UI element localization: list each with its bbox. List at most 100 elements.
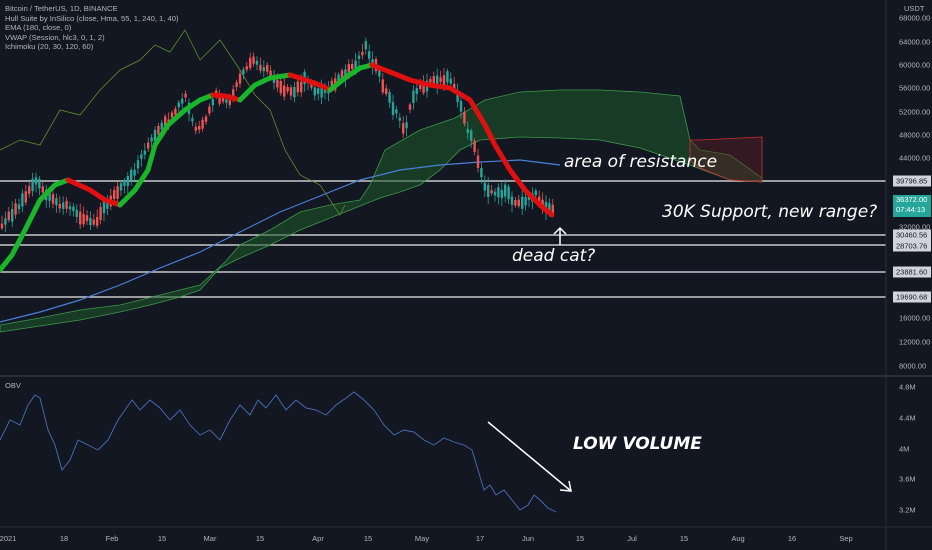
candle-body	[395, 109, 398, 114]
level-label-23881[interactable]: 23881.60	[893, 266, 931, 278]
candle-body	[354, 60, 357, 70]
candle-body	[286, 87, 289, 92]
current-price: 36372.00	[896, 195, 928, 204]
candle-body	[504, 184, 507, 197]
candle-body	[476, 155, 480, 168]
indicator-legend: Bitcoin / TetherUS, 1D, BINANCE Hull Sui…	[5, 4, 178, 52]
legend-ema[interactable]: EMA (180, close, 0)	[5, 23, 72, 33]
candle-body	[490, 190, 493, 194]
candle-body	[378, 69, 381, 77]
price-tick: 56000.00	[899, 83, 931, 93]
level-label-39796[interactable]: 39796.85	[893, 175, 931, 187]
time-label: 18	[59, 534, 69, 543]
candle-body	[317, 88, 320, 94]
candle-body	[41, 186, 44, 193]
candle-body	[7, 211, 10, 221]
current-price-badge: 36372.00 07:44:13	[893, 195, 931, 217]
obv-tick: 4.4M	[899, 413, 916, 423]
candle-body	[507, 186, 510, 200]
candle-body	[521, 196, 524, 209]
candle-body	[34, 177, 38, 185]
candle-body	[232, 89, 235, 99]
price-tick: 32000.00	[899, 222, 931, 232]
candle-body	[126, 176, 129, 186]
candle-body	[473, 140, 476, 152]
candle-body	[11, 209, 14, 222]
obv-title[interactable]: OBV	[5, 381, 21, 390]
candle-body	[347, 64, 350, 77]
dead-cat-arrow	[553, 226, 567, 245]
price-tick: 60000.00	[899, 60, 931, 70]
candle-body	[381, 79, 384, 93]
candle-body	[412, 90, 415, 103]
candle-body	[337, 74, 340, 82]
candle-body	[0, 223, 4, 229]
legend-hull[interactable]: Hull Suite by InSilico (close, Hma, 55, …	[5, 13, 179, 23]
candle-body	[123, 180, 126, 186]
ichimoku-lagging-span	[0, 29, 346, 216]
candle-body	[480, 168, 483, 178]
candle-body	[143, 150, 146, 155]
annotation-support[interactable]: 30K Support, new range?	[662, 202, 878, 222]
time-label: 15	[679, 534, 689, 543]
candle-body	[262, 67, 265, 72]
candle-body	[398, 117, 401, 121]
level-label-19690[interactable]: 19690.68	[893, 291, 931, 303]
candle-body	[21, 193, 24, 207]
candle-body	[79, 211, 82, 225]
candle-body	[442, 75, 446, 87]
legend-ichimoku[interactable]: Ichimoku (20, 30, 120, 60)	[5, 42, 94, 52]
candle-body	[218, 95, 221, 104]
candle-body	[150, 137, 153, 142]
candle-body	[157, 125, 160, 135]
time-label: Aug	[731, 534, 745, 543]
candle-body	[160, 122, 163, 130]
candle-body	[28, 186, 31, 194]
annotation-resistance[interactable]: area of resistance	[564, 152, 718, 172]
time-label: 2021	[0, 534, 17, 543]
candle-body	[235, 82, 238, 87]
ema-line	[0, 159, 561, 323]
obv-line	[0, 391, 557, 513]
candle-body	[38, 178, 41, 189]
legend-symbol[interactable]: Bitcoin / TetherUS, 1D, BINANCE	[5, 4, 118, 13]
price-tick: 68000.00	[899, 13, 931, 23]
legend-vwap[interactable]: VWAP (Session, hlc3, 0, 1, 2)	[5, 32, 105, 42]
annotation-low-volume[interactable]: LOW VOLUME	[573, 434, 702, 454]
candle-body	[429, 79, 432, 83]
level-label-28703[interactable]: 28703.76	[893, 240, 931, 252]
hull-suite-line	[0, 62, 555, 273]
candle-body	[238, 73, 242, 84]
candle-body	[405, 122, 408, 129]
level-label-30460[interactable]: 30460.56	[893, 229, 931, 241]
candle-body	[422, 81, 425, 94]
candle-body	[510, 196, 514, 205]
candle-body	[323, 89, 327, 93]
candle-body	[493, 191, 497, 196]
candle-body	[89, 217, 92, 226]
candle-body	[102, 200, 106, 214]
level-lines	[0, 180, 886, 298]
candle-body	[391, 102, 395, 115]
candle-body	[483, 182, 486, 191]
candle-body	[296, 81, 299, 93]
candle-body	[208, 106, 211, 114]
candle-body	[456, 91, 459, 102]
candle-body	[116, 186, 119, 199]
candle-body	[269, 70, 272, 79]
obv-tick: 3.2M	[899, 505, 916, 515]
candle-body	[225, 99, 228, 103]
price-tick: 8000.00	[899, 361, 927, 371]
candle-body	[276, 80, 279, 88]
candle-body	[340, 70, 344, 80]
price-tick: 52000.00	[899, 107, 931, 117]
candle-body	[279, 81, 282, 94]
candle-body	[385, 88, 388, 95]
candle-body	[51, 194, 55, 204]
ichimoku-cloud-red	[689, 136, 763, 183]
candle-body	[147, 142, 150, 149]
annotation-dead-cat[interactable]: dead cat?	[512, 246, 596, 266]
candle-body	[252, 56, 255, 64]
candle-body	[432, 76, 435, 85]
